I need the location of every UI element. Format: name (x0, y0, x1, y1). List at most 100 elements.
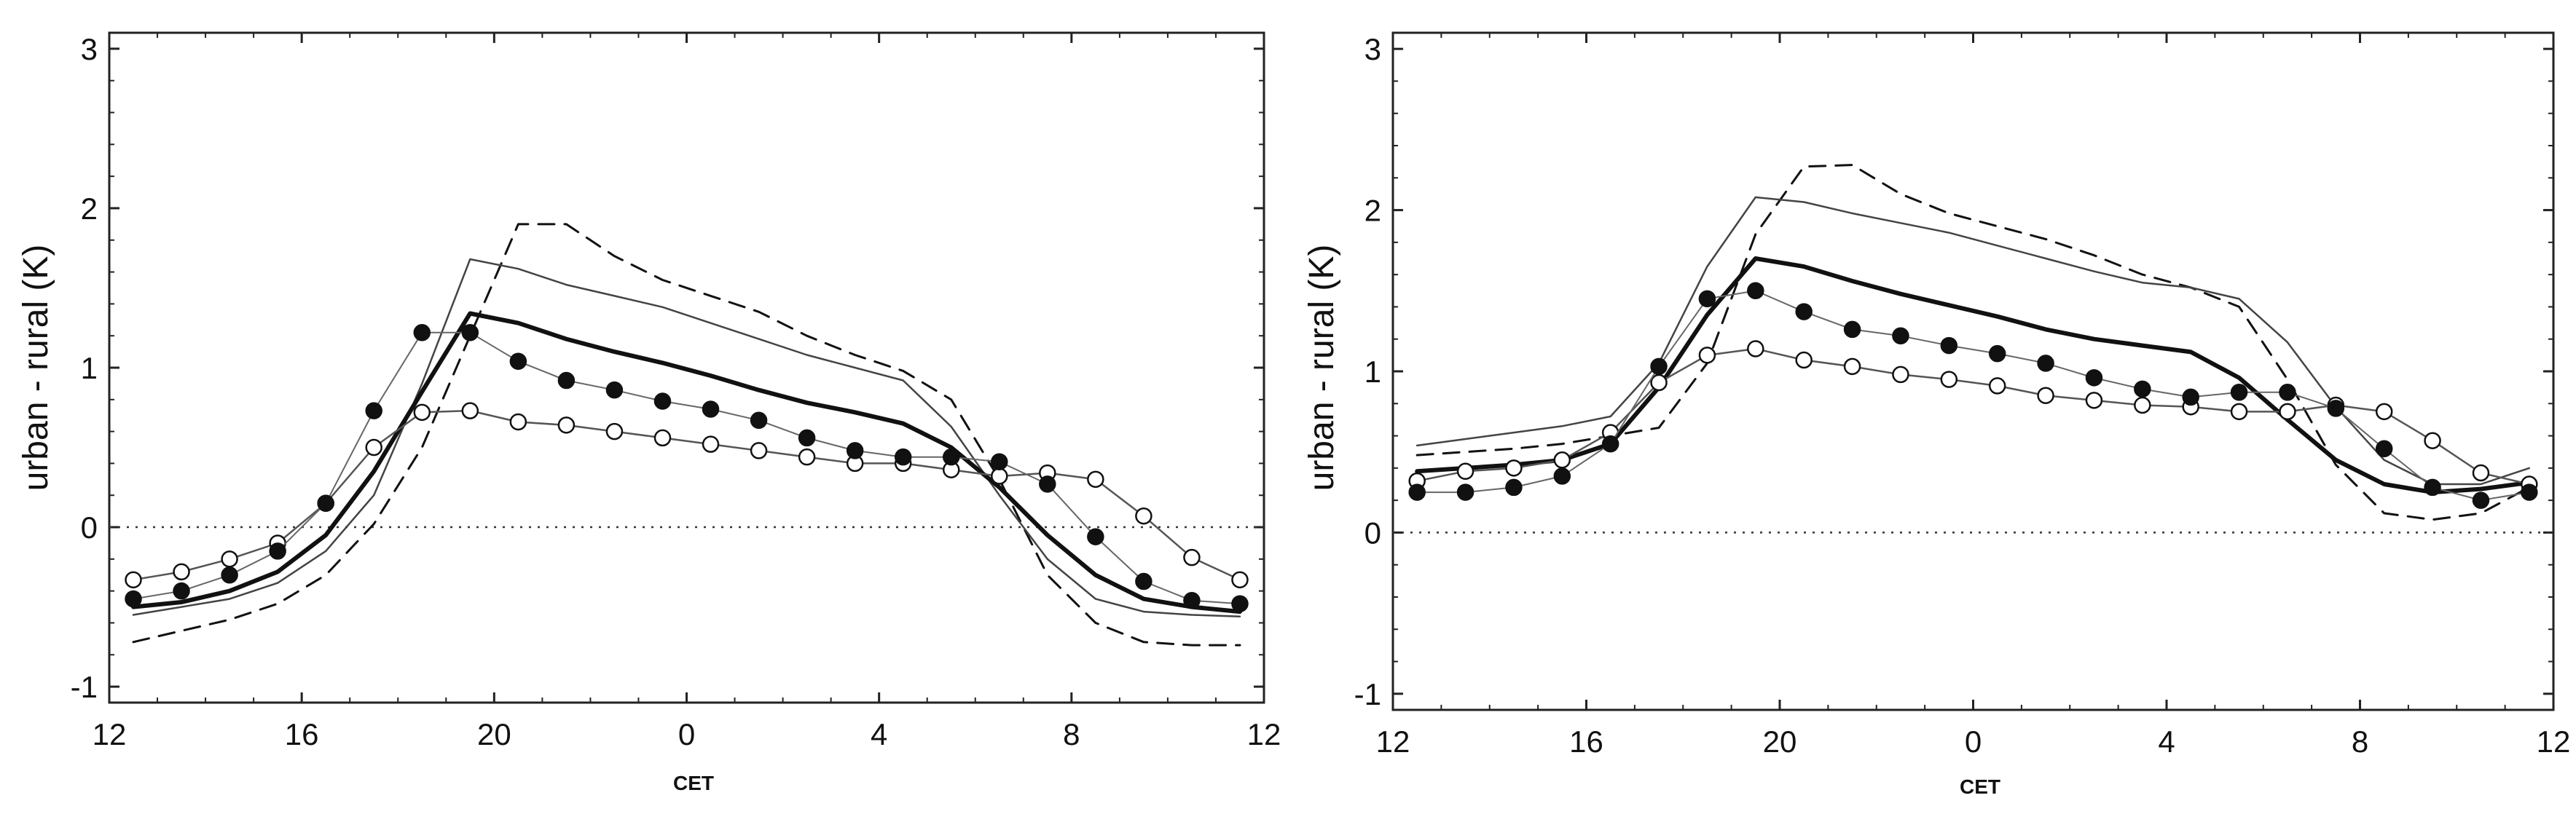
right-filled-marker-point (1408, 483, 1426, 501)
right-x-tick-label: 12 (2537, 724, 2571, 759)
right-open-marker-point (1988, 377, 2006, 395)
right-filled-marker-point (1456, 483, 1474, 501)
right-x-tick-label: 4 (2158, 724, 2175, 759)
right-open-marker-point (1553, 451, 1571, 469)
right-filled-marker-point (1505, 478, 1523, 497)
left-open-marker-point (125, 571, 142, 589)
left-filled-marker-point (413, 324, 431, 341)
left-open-marker-point (605, 422, 624, 440)
right-open-marker-point (2375, 403, 2393, 421)
left-x-tick-label: 0 (678, 717, 695, 751)
left-filled-marker-point (1183, 592, 1201, 609)
right-open-marker-point (1843, 357, 1861, 376)
left-filled-marker-point (221, 566, 238, 584)
left-filled-marker-point (750, 411, 768, 430)
left-open-marker-point (653, 429, 672, 447)
left-open-marker-point (750, 442, 768, 459)
left-y-tick-label: 2 (81, 191, 98, 226)
left-filled-marker-point (942, 448, 960, 466)
right-x-tick-label: 12 (1376, 724, 1410, 759)
right-x-tick-label: 8 (2352, 724, 2368, 759)
right-filled-marker-point (1553, 467, 1571, 485)
right-y-tick-label: 1 (1364, 355, 1381, 389)
left-y-tick-label: 3 (81, 32, 98, 66)
right-open-marker-point (1747, 340, 1764, 357)
left-open-marker-point (1135, 507, 1152, 525)
right-filled-marker-point (1988, 344, 2006, 363)
right-filled-marker-point (2085, 369, 2103, 387)
left-series (109, 223, 1264, 647)
left-filled-marker-point (798, 429, 816, 447)
right-series-filled-marker-line (1416, 290, 2530, 502)
left-open-marker-point (461, 402, 479, 419)
left-open-marker-point (1183, 548, 1201, 566)
right-x-tick-label: 16 (1569, 724, 1603, 759)
left-open-marker-point (221, 550, 238, 568)
left-x-tick-label: 20 (477, 717, 511, 751)
right-open-marker-point (1892, 365, 1909, 384)
left-filled-marker-point (1039, 475, 1056, 493)
left-open-marker-point (1087, 470, 1104, 489)
right-filled-marker-point (1892, 327, 1909, 345)
left-filled-marker-point (702, 400, 720, 418)
right-open-marker-point (2472, 464, 2490, 482)
left-y-tick-label: 0 (81, 510, 98, 545)
left-filled-marker-point (461, 324, 479, 341)
left-filled-marker-point (317, 494, 334, 512)
right-filled-marker-point (2037, 355, 2054, 372)
right-open-marker-point (2037, 387, 2054, 404)
left-open-marker-point (413, 403, 431, 422)
left-x-tick-label: 4 (871, 717, 887, 751)
left-filled-marker-point (557, 371, 576, 390)
right-filled-marker-point (2424, 478, 2441, 497)
left-filled-marker-point (846, 442, 864, 459)
right-y-tick-label: 0 (1364, 515, 1381, 550)
right-filled-marker-point (2472, 491, 2490, 509)
left-open-marker-point (173, 563, 190, 581)
left-filled-marker-point (269, 542, 286, 560)
right-filled-marker-point (1747, 282, 1764, 300)
right-y-axis-title: urban - rural (K) (1303, 245, 1341, 491)
left-open-marker-point (991, 467, 1008, 485)
right-open-marker-point (2279, 403, 2296, 421)
right-filled-marker-point (2230, 384, 2248, 401)
right-x-tick-label: 0 (1965, 724, 1982, 759)
right-y-tick-label: 3 (1364, 32, 1381, 66)
right-filled-marker-point (2279, 384, 2296, 401)
left-filled-marker-point (365, 402, 382, 419)
right-series (1393, 164, 2553, 534)
left-filled-marker-point (173, 582, 190, 600)
left-filled-marker-point (991, 453, 1008, 470)
left-series-thick-line (131, 311, 1242, 615)
right-open-marker-point (2230, 403, 2248, 421)
right-open-marker-point (1456, 462, 1474, 481)
left-filled-marker-point (1231, 595, 1249, 612)
left-filled-marker-point (1135, 572, 1152, 590)
left-y-axis-title: urban - rural (K) (17, 245, 55, 491)
right-filled-marker-point (1698, 290, 1716, 308)
left-x-axis-title: CET (673, 772, 714, 794)
right-filled-marker-point (2182, 388, 2199, 406)
right-y-tick-label: -1 (1354, 677, 1381, 711)
right-filled-marker-point (2327, 400, 2345, 417)
right-x-tick-label: 20 (1763, 724, 1797, 759)
left-series-dashed-line (132, 223, 1241, 647)
right-filled-marker-point (2521, 483, 2538, 501)
left-filled-marker-point (605, 381, 624, 399)
right-filled-marker-point (1795, 303, 1813, 320)
right-filled-marker-point (2375, 440, 2393, 458)
left-open-marker-point (509, 413, 527, 431)
left-open-marker-point (1231, 571, 1249, 589)
left-open-marker-point (798, 448, 816, 466)
left-filled-marker-point (509, 352, 527, 370)
left-series-thin-line (132, 258, 1241, 617)
left-filled-marker-point (1087, 528, 1104, 545)
right-filled-marker-point (2134, 380, 2151, 398)
right-open-marker-point (2085, 392, 2103, 409)
left-filled-marker-point (125, 590, 142, 608)
left-filled-marker-point (653, 392, 672, 410)
